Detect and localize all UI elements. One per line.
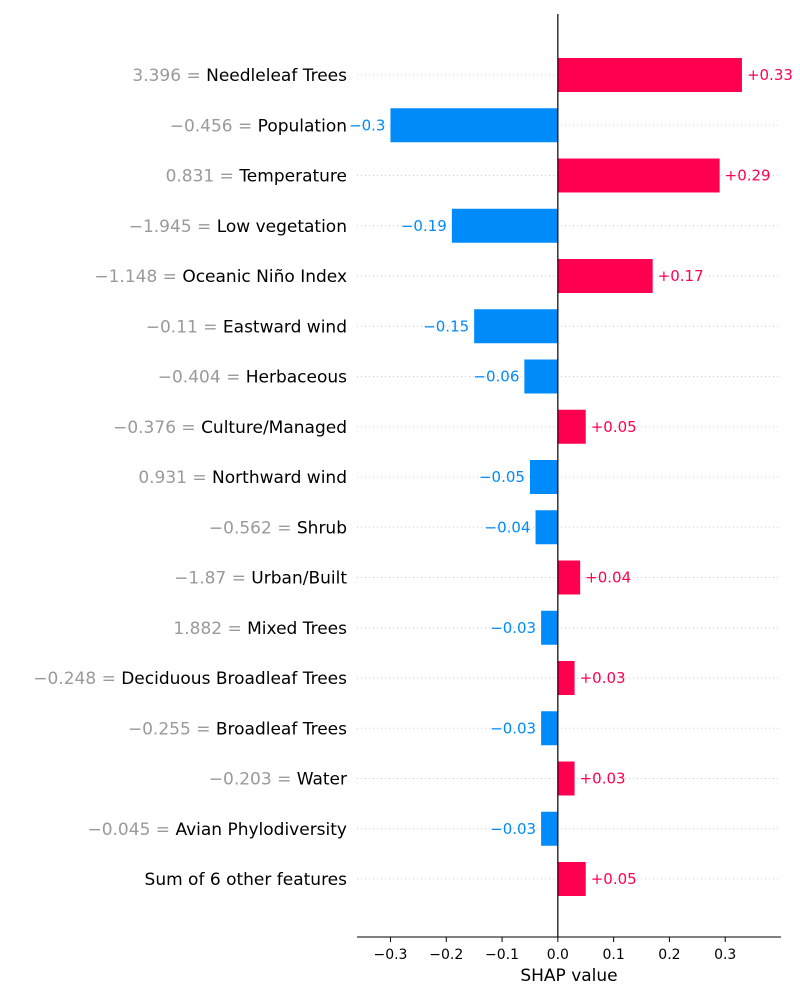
feature-name: Sum of 6 other features: [145, 870, 348, 890]
x-tick-label: −0.3: [373, 947, 407, 963]
bar-negative: [474, 309, 558, 344]
x-axis: −0.3 −0.2 −0.1 0.0 0.1 0.2 0.3: [357, 14, 781, 963]
feature-value: −0.376 =: [113, 418, 201, 438]
feature-labels: 3.396 = Needleleaf Trees −0.456 = Populat…: [33, 66, 347, 890]
feature-name: Deciduous Broadleaf Trees: [121, 669, 347, 689]
shap-value-label: +0.04: [585, 569, 631, 587]
grid-lines: [357, 74, 781, 880]
shap-value-label: +0.33: [747, 66, 793, 84]
feature-label: −0.456 = Population: [170, 116, 347, 136]
shap-value-label: −0.3: [349, 116, 385, 134]
feature-name: Needleleaf Trees: [206, 66, 347, 86]
shap-value-label: −0.15: [423, 317, 469, 335]
feature-value: 3.396 =: [132, 66, 206, 86]
shap-value-label: −0.03: [490, 619, 536, 637]
feature-label: −0.045 = Avian Phylodiversity: [87, 820, 347, 840]
feature-label: −1.87 = Urban/Built: [174, 569, 347, 589]
feature-name: Eastward wind: [223, 317, 347, 337]
feature-label: −0.203 = Water: [209, 770, 347, 790]
feature-name: Urban/Built: [251, 569, 347, 589]
shap-value-label: +0.03: [580, 669, 626, 687]
feature-label: −0.404 = Herbaceous: [158, 368, 347, 388]
feature-name: Culture/Managed: [201, 418, 347, 438]
feature-name: Temperature: [238, 167, 347, 187]
feature-name: Broadleaf Trees: [216, 719, 347, 739]
feature-value: −1.945 =: [129, 217, 217, 237]
feature-value: 0.831 =: [166, 167, 240, 187]
feature-label: −0.11 = Eastward wind: [146, 317, 347, 337]
bar-positive: [557, 158, 720, 193]
feature-label: 0.931 = Northward wind: [138, 468, 347, 488]
feature-label: −0.255 = Broadleaf Trees: [128, 719, 347, 739]
shap-value-labels: +0.33 −0.3 +0.29 −0.19 +0.17 −0.15 −0.06 +0.05 −…: [349, 66, 793, 888]
feature-value: −0.404 =: [158, 368, 246, 388]
feature-value: −0.562 =: [209, 518, 297, 538]
feature-value: 1.882 =: [173, 619, 247, 639]
shap-value-label: +0.17: [658, 267, 704, 285]
shap-value-label: −0.03: [490, 820, 536, 838]
shap-value-label: −0.06: [473, 368, 519, 386]
shap-value-label: +0.03: [580, 770, 626, 788]
bar-negative: [390, 108, 558, 143]
shap-value-label: −0.19: [401, 217, 447, 235]
x-tick-label: 0.1: [602, 947, 624, 963]
feature-name: Shrub: [297, 518, 347, 538]
feature-label: 3.396 = Needleleaf Trees: [132, 66, 347, 86]
bar-negative: [524, 359, 558, 394]
feature-value: −0.456 =: [170, 116, 258, 136]
shap-value-label: +0.05: [591, 418, 637, 436]
feature-value: −0.255 =: [128, 719, 216, 739]
feature-name: Water: [297, 770, 347, 790]
x-tick-label: −0.2: [429, 947, 463, 963]
feature-name: Northward wind: [212, 468, 347, 488]
feature-label: Sum of 6 other features: [145, 870, 348, 890]
shap-value-label: −0.04: [485, 518, 531, 536]
feature-value: −0.203 =: [209, 770, 297, 790]
bar-positive: [557, 259, 653, 293]
feature-name: Population: [258, 116, 347, 136]
feature-name: Mixed Trees: [247, 619, 347, 639]
bar-positive: [557, 58, 742, 92]
feature-label: 0.831 = Temperature: [166, 167, 347, 187]
shap-value-label: +0.05: [591, 870, 637, 888]
feature-value: −0.248 =: [33, 669, 121, 689]
bar-negative: [529, 460, 558, 494]
shap-value-label: −0.05: [479, 468, 525, 486]
feature-label: −1.148 = Oceanic Niño Index: [94, 267, 347, 287]
feature-label: 1.882 = Mixed Trees: [173, 619, 347, 639]
feature-value: 0.931 =: [138, 468, 212, 488]
x-tick-label: 0.2: [658, 947, 680, 963]
feature-name: Herbaceous: [246, 368, 347, 388]
x-tick-label: 0.3: [714, 947, 736, 963]
x-axis-label: SHAP value: [520, 966, 617, 986]
bar-positive: [557, 560, 581, 595]
feature-value: −0.11 =: [146, 317, 223, 337]
shap-value-label: +0.29: [725, 167, 771, 185]
x-tick-label: −0.1: [485, 947, 519, 963]
feature-name: Low vegetation: [217, 217, 347, 237]
feature-label: −1.945 = Low vegetation: [129, 217, 347, 237]
feature-value: −0.045 =: [87, 820, 175, 840]
feature-name: Oceanic Niño Index: [182, 267, 347, 287]
bar-negative: [541, 610, 558, 645]
feature-value: −1.148 =: [94, 267, 182, 287]
bar-negative: [541, 811, 558, 846]
bar-positive: [557, 661, 575, 695]
bar-positive: [557, 862, 586, 896]
feature-label: −0.562 = Shrub: [209, 518, 347, 538]
bars: [390, 58, 742, 896]
bar-negative: [451, 208, 558, 243]
bar-positive: [557, 761, 575, 796]
bar-negative: [541, 711, 558, 746]
feature-label: −0.376 = Culture/Managed: [113, 418, 347, 438]
x-tick-label: 0.0: [547, 947, 569, 963]
shap-value-label: −0.03: [490, 719, 536, 737]
bar-positive: [557, 409, 586, 444]
feature-name: Avian Phylodiversity: [175, 820, 347, 840]
feature-label: −0.248 = Deciduous Broadleaf Trees: [33, 669, 347, 689]
feature-value: −1.87 =: [174, 569, 251, 589]
bar-negative: [535, 510, 558, 545]
